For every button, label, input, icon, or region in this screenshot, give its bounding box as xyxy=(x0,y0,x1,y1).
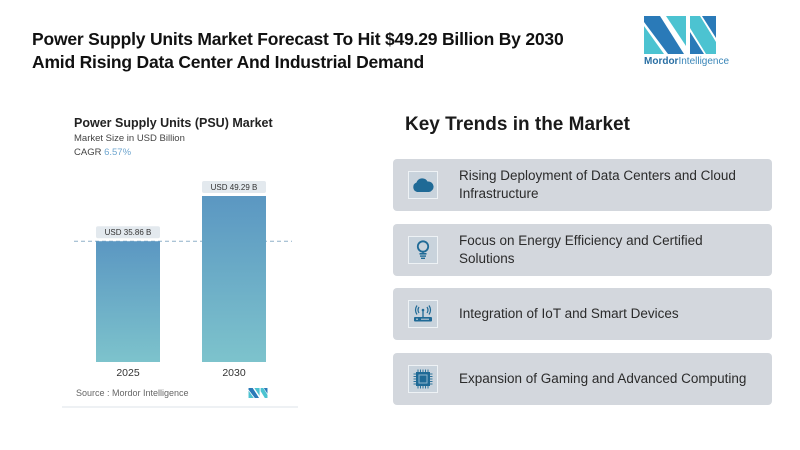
source-logo-icon xyxy=(248,388,268,398)
chart-title: Power Supply Units (PSU) Market xyxy=(74,116,273,130)
bar-chart: USD 35.86 B 2025 USD 49.29 B 2030 xyxy=(74,181,292,379)
brand-logo: MordorIntelligence xyxy=(644,16,734,72)
brand-name-bold: Mordor xyxy=(644,56,679,67)
trend-label: Expansion of Gaming and Advanced Computi… xyxy=(459,371,747,386)
trend-label: Integration of IoT and Smart Devices xyxy=(459,306,679,321)
data-label: USD 49.29 B xyxy=(211,183,258,192)
headline: Power Supply Units Market Forecast To Hi… xyxy=(32,28,632,74)
x-tick-label: 2025 xyxy=(116,367,140,379)
cagr-value: 6.57% xyxy=(104,147,132,158)
trend-label: Rising Deployment of Data Centers and Cl… xyxy=(459,168,736,201)
x-tick-label: 2030 xyxy=(222,367,246,379)
card-divider xyxy=(62,406,298,408)
cloud-icon xyxy=(408,171,438,199)
key-trends-title: Key Trends in the Market xyxy=(405,114,630,135)
trend-item: Integration of IoT and Smart Devices xyxy=(393,288,772,340)
headline-line-1: Power Supply Units Market Forecast To Hi… xyxy=(32,29,564,49)
trend-item: Expansion of Gaming and Advanced Computi… xyxy=(393,353,772,405)
bar-2025 xyxy=(96,241,160,362)
lightbulb-icon xyxy=(408,236,438,264)
trend-item: Focus on Energy Efficiency and Certified… xyxy=(393,224,772,276)
brand-name: MordorIntelligence xyxy=(644,56,729,67)
data-label: USD 35.86 B xyxy=(105,228,152,237)
trend-item: Rising Deployment of Data Centers and Cl… xyxy=(393,159,772,211)
cagr-label: CAGR xyxy=(74,147,102,158)
data-label-bg xyxy=(202,181,266,193)
chart-card: Power Supply Units (PSU) Market Market S… xyxy=(62,108,298,408)
bar-2030 xyxy=(202,196,266,362)
chart-source: Source : Mordor Intelligence xyxy=(76,388,189,398)
brand-name-light: Intelligence xyxy=(678,56,730,67)
data-label-bg xyxy=(96,226,160,239)
mordor-logo-icon xyxy=(644,16,716,54)
chart-cagr: CAGR 6.57% xyxy=(74,147,131,158)
processor-chip-icon xyxy=(408,365,438,393)
chart-subtitle: Market Size in USD Billion xyxy=(74,133,185,144)
trend-label: Focus on Energy Efficiency and Certified… xyxy=(459,233,703,266)
headline-line-2: Amid Rising Data Center And Industrial D… xyxy=(32,52,424,72)
iot-router-icon xyxy=(408,300,438,328)
